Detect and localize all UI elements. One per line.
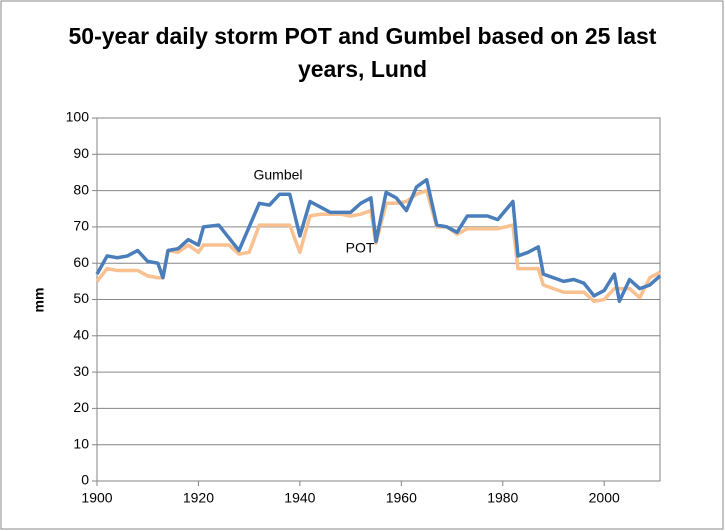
x-tick-label: 1960 — [386, 490, 417, 506]
series-line — [95, 188, 661, 304]
y-tick-label: 40 — [73, 327, 89, 343]
y-tick-label: 90 — [73, 145, 89, 161]
y-tick-label: 30 — [73, 363, 89, 379]
x-tick-label: 1940 — [284, 490, 315, 506]
y-tick-label: 60 — [73, 254, 89, 270]
y-tick-label: 0 — [81, 472, 89, 488]
y-tick-label: 20 — [73, 399, 89, 415]
series-label: Gumbel — [253, 167, 302, 183]
y-tick-label: 10 — [73, 435, 89, 451]
x-tick-label: 2000 — [589, 490, 620, 506]
y-tick-label: 70 — [73, 218, 89, 234]
y-axis-label: mm — [31, 288, 47, 313]
x-tick-label: 1980 — [487, 490, 518, 506]
plot-border — [96, 117, 661, 482]
chart-title: 50-year daily storm POT and Gumbel based… — [68, 23, 657, 82]
x-tick-label: 1920 — [183, 490, 214, 506]
y-tick-label: 80 — [73, 181, 89, 197]
y-tick-label: 100 — [66, 109, 90, 125]
x-tick-label: 1900 — [81, 490, 112, 506]
y-tick-label: 50 — [73, 290, 89, 306]
series-line — [95, 177, 662, 304]
series-label: POT — [346, 240, 375, 256]
